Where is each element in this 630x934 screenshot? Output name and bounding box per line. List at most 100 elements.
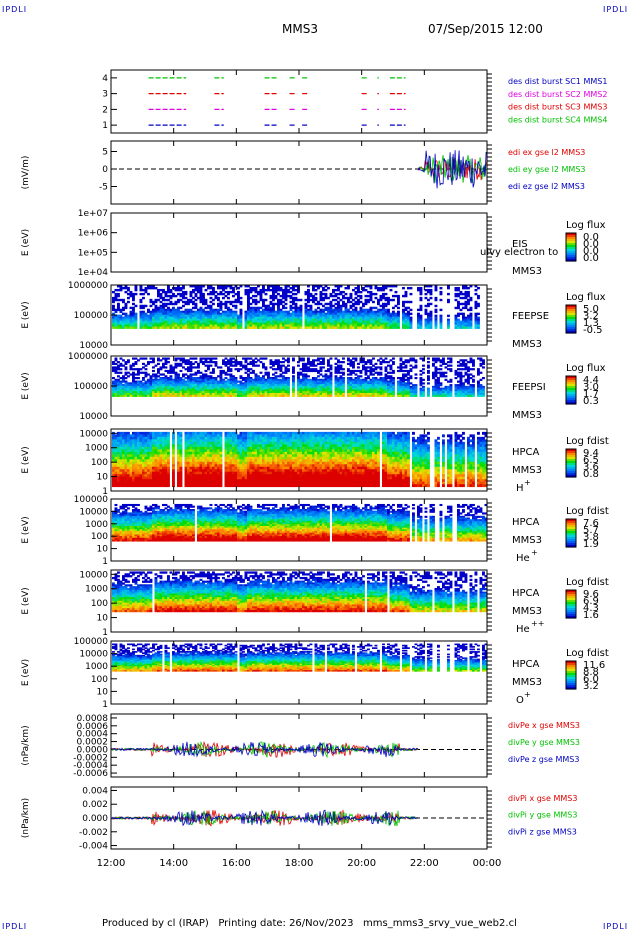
feepsi-pixel [312, 385, 315, 389]
feepsi-pixel [174, 385, 178, 389]
feepsi-pixel [382, 387, 385, 390]
hpca_h-pixel [162, 466, 165, 470]
feepse-pixel [464, 304, 468, 308]
feepse-pixel [427, 298, 430, 302]
hpca_h-pixel [159, 451, 163, 455]
feepsi-pixel [287, 361, 290, 364]
feepsi-pixel [167, 394, 170, 397]
feepse-pixel [284, 298, 288, 302]
feepsi-pixel [287, 389, 290, 392]
feepsi-pixel [457, 364, 460, 367]
feepsi-pixel [124, 394, 128, 397]
feepsi-pixel [362, 366, 365, 369]
feepsi-pixel [259, 392, 263, 396]
feepse-pixel [132, 294, 135, 298]
feepse-cbar-cell [566, 315, 576, 318]
hpca_h-pixel [152, 431, 155, 435]
feepse-pixel [169, 326, 173, 329]
feepsi-pixel [249, 385, 253, 389]
feepsi-pixel [247, 392, 250, 396]
feepsi-pixel [339, 391, 343, 394]
feepse-pixel [247, 288, 250, 292]
feepse-pixel [142, 304, 145, 308]
feepse-pixel [254, 302, 258, 306]
feepsi-pixel [142, 366, 145, 369]
feepsi-pixel [374, 371, 378, 374]
feepsi-pixel [269, 384, 273, 387]
feepsi-pixel [442, 392, 445, 396]
feepsi-pixel [322, 362, 325, 365]
feepsi-pixel [169, 380, 173, 383]
feepse-pixel [382, 318, 385, 321]
feepsi-pixel [187, 392, 190, 396]
hpca_h-pixel [127, 461, 130, 465]
feepsi-pixel [179, 392, 183, 396]
feepsi-pixel [467, 394, 470, 397]
feepsi-pixel [467, 382, 470, 385]
feepsi-pixel [282, 378, 285, 381]
hpca_h-pixel [147, 459, 150, 463]
feepse-pixel [304, 312, 308, 316]
feepse-pixel [147, 285, 150, 288]
feepse-pixel [254, 300, 258, 304]
feepsi-pixel [192, 384, 195, 387]
feepsi-pixel [122, 389, 125, 392]
feepse-pixel [169, 316, 173, 320]
hpca_h-pixel [124, 464, 128, 468]
hpca_h-pixel [162, 469, 165, 473]
feepsi-pixel [357, 391, 360, 394]
feepsi-pixel [277, 362, 280, 365]
hpca_h-pixel [132, 469, 135, 473]
feepsi-pixel [172, 369, 175, 373]
feepsi-pixel [222, 392, 225, 396]
feepse-pixel [117, 322, 120, 325]
feepse-pixel [312, 316, 315, 320]
feepse-pixel [122, 312, 125, 316]
feepse-pixel [267, 285, 270, 288]
feepse-pixel [379, 326, 383, 329]
feepse-pixel [359, 310, 363, 314]
feepsi-pixel [187, 377, 190, 380]
feepse-pixel [287, 324, 290, 327]
feepse-pixel [172, 318, 175, 321]
feepse-pixel [132, 306, 135, 310]
feepsi-pixel [402, 389, 405, 392]
feepsi-pixel [419, 357, 423, 360]
feepsi-pixel [449, 384, 453, 387]
hpca_h-pixel [132, 436, 135, 440]
feepsi-pixel [349, 361, 353, 364]
feepse-cbar-title: Log flux [566, 292, 606, 303]
feepse-pixel [259, 324, 263, 327]
feepsi-pixel [202, 373, 205, 376]
feepse-pixel [289, 322, 293, 325]
feepse-pixel [212, 324, 215, 327]
feepse-pixel [139, 318, 143, 321]
hpca_h-pixel [129, 434, 133, 438]
feepsi-pixel [407, 359, 410, 362]
feepse-pixel [149, 310, 153, 314]
feepsi-pixel [212, 380, 215, 383]
feepse-pixel [369, 298, 373, 302]
feepse-pixel [154, 316, 158, 320]
feepsi-pixel [297, 364, 300, 367]
feepse-pixel [199, 308, 203, 312]
feepsi-pixel [157, 394, 160, 397]
feepsi-pixel [297, 361, 300, 364]
feepse-pixel [407, 320, 410, 323]
feepse-pixel [284, 318, 288, 321]
feepsi-pixel [259, 394, 263, 397]
feepse-pixel [239, 310, 243, 314]
feepse-pixel [369, 320, 373, 323]
feepsi-pixel [157, 369, 160, 373]
feepse-pixel [239, 320, 243, 323]
feepsi-pixel [234, 394, 238, 397]
feepsi-pixel [174, 391, 178, 394]
feepsi-pixel [342, 385, 345, 389]
feepsi-pixel [314, 392, 318, 396]
eis-cbar-frame [565, 232, 577, 262]
feepsi-pixel [177, 384, 180, 387]
feepsi-pixel [174, 373, 178, 376]
feepse-pixel [282, 316, 285, 320]
feepse-pixel [377, 300, 380, 304]
hpca_h-pixel [142, 441, 145, 445]
